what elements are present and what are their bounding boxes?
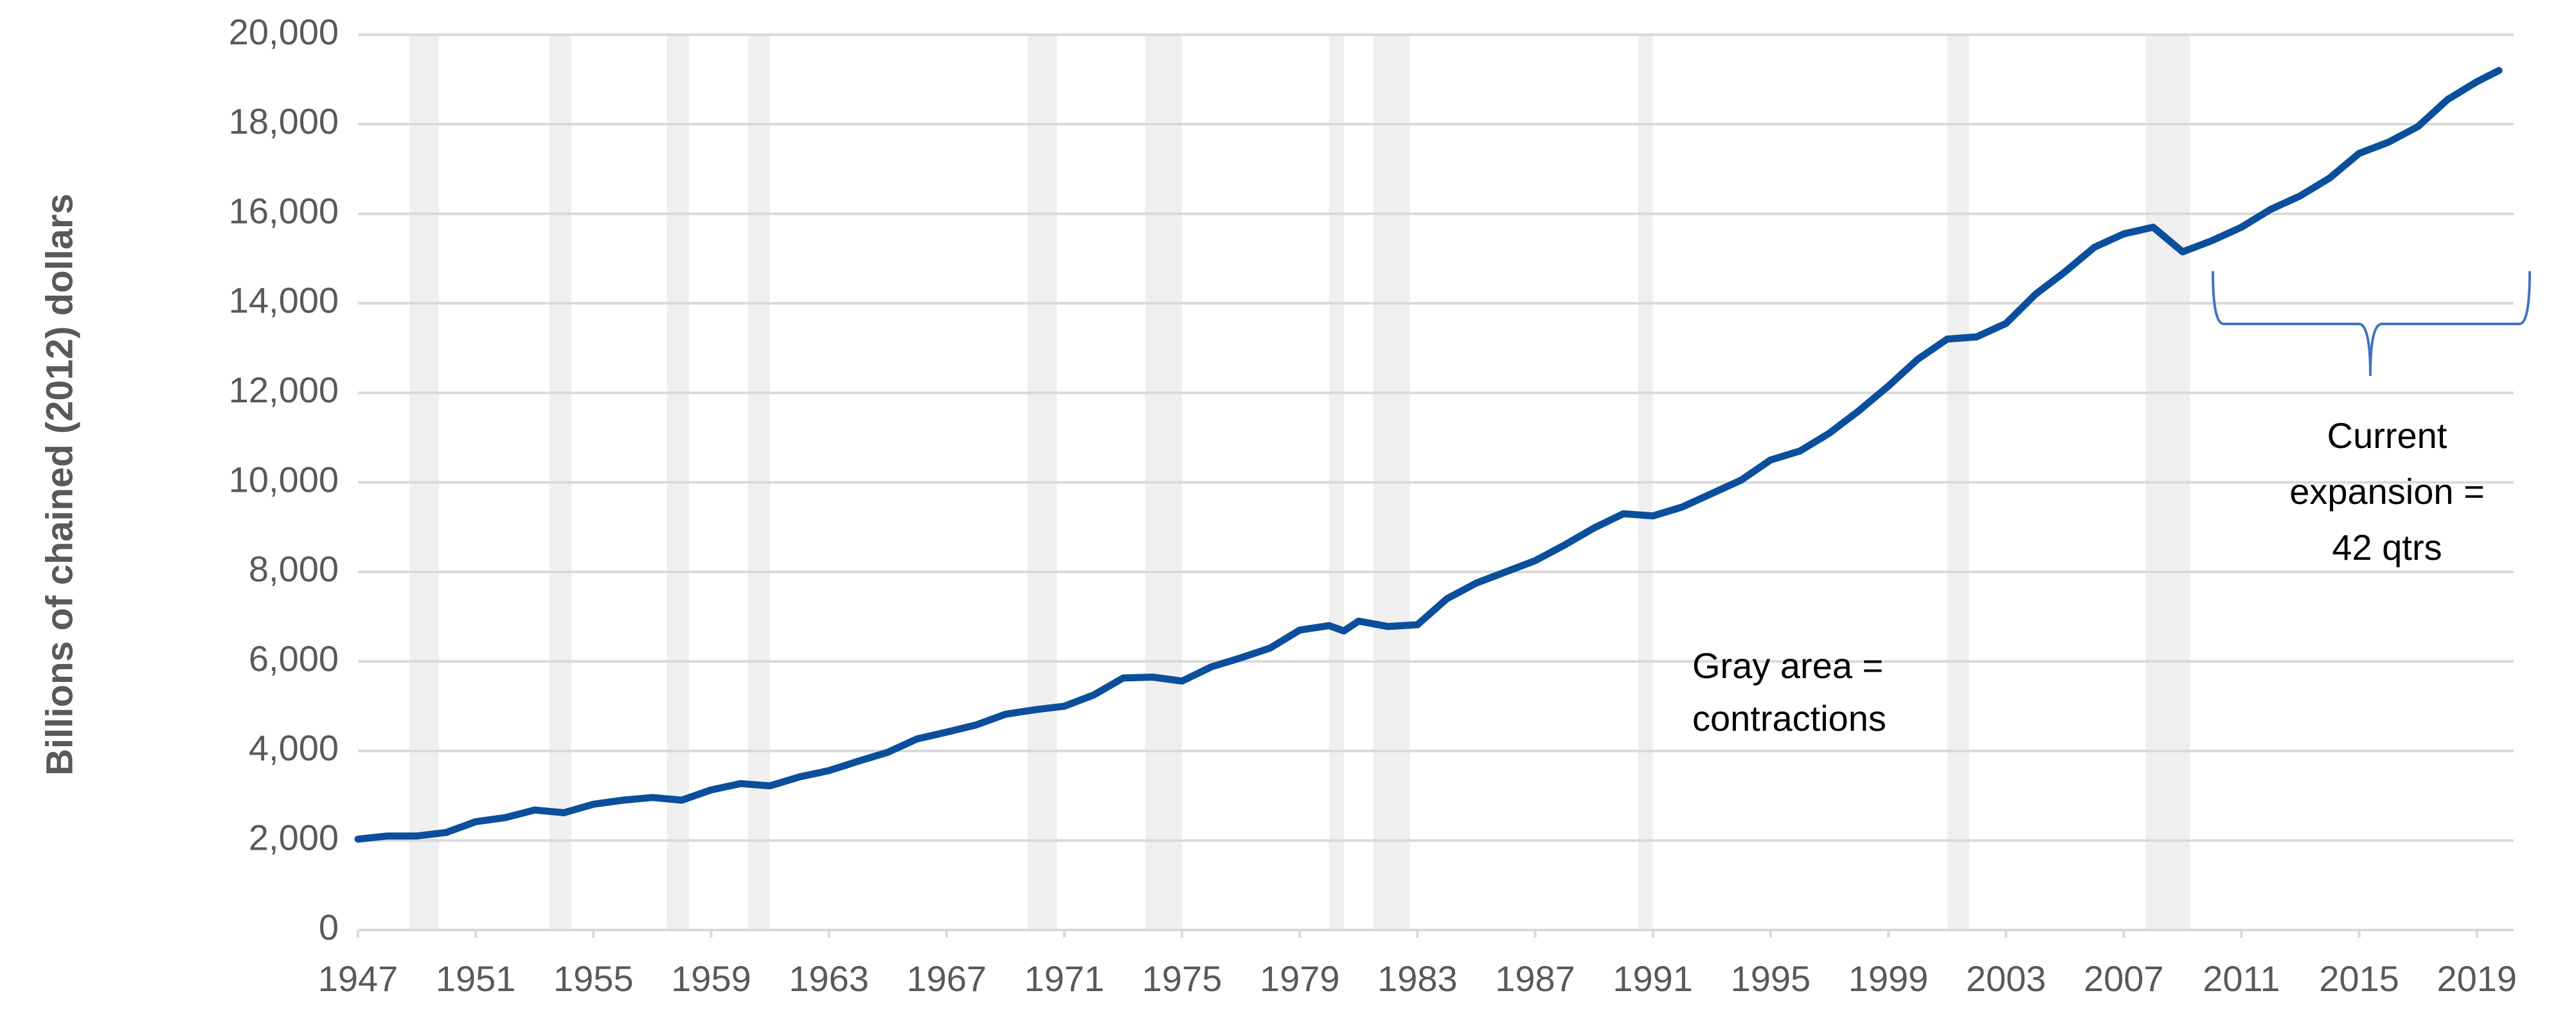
x-tick-label: 1967 bbox=[906, 958, 987, 999]
x-tick-label: 1987 bbox=[1495, 958, 1575, 999]
x-tick-label: 1971 bbox=[1024, 958, 1105, 999]
gdp-line bbox=[354, 67, 2503, 843]
x-tick-label: 2007 bbox=[2084, 958, 2164, 999]
x-tick-label: 1975 bbox=[1142, 958, 1222, 999]
y-tick-label: 18,000 bbox=[229, 101, 339, 141]
annotation: Current bbox=[2327, 415, 2447, 456]
annotation: expansion = bbox=[2289, 471, 2485, 512]
grid bbox=[358, 33, 2514, 931]
x-tick-label: 1999 bbox=[1848, 958, 1929, 999]
x-tick-label: 2015 bbox=[2319, 958, 2399, 999]
x-tick-label: 1995 bbox=[1731, 958, 1811, 999]
x-tick-label: 1979 bbox=[1260, 958, 1340, 999]
y-tick-label: 0 bbox=[319, 907, 339, 947]
x-tick-label: 1959 bbox=[671, 958, 751, 999]
x-tick-label: 1991 bbox=[1613, 958, 1693, 999]
x-tick-label: 1983 bbox=[1377, 958, 1458, 999]
y-tick-label: 10,000 bbox=[229, 459, 339, 499]
x-tick-label: 2011 bbox=[2203, 958, 2280, 999]
x-tick-label: 2019 bbox=[2437, 958, 2517, 999]
x-tick-label: 1951 bbox=[436, 958, 516, 999]
y-tick-label: 20,000 bbox=[229, 12, 339, 52]
annotation: 42 qtrs bbox=[2332, 527, 2442, 568]
x-tick-label: 1955 bbox=[553, 958, 634, 999]
x-tick-label: 2003 bbox=[1966, 958, 2046, 999]
y-tick-label: 2,000 bbox=[249, 817, 339, 857]
x-tick-label: 1947 bbox=[318, 958, 398, 999]
y-tick-label: 14,000 bbox=[229, 280, 339, 321]
y-tick-label: 4,000 bbox=[249, 728, 339, 768]
y-tick-label: 16,000 bbox=[229, 190, 339, 231]
brace bbox=[2212, 271, 2531, 377]
y-tick-label: 8,000 bbox=[249, 549, 339, 589]
y-tick-label: 6,000 bbox=[249, 638, 339, 679]
x-tick-label: 1963 bbox=[789, 958, 869, 999]
y-tick-label: 12,000 bbox=[229, 370, 339, 410]
annotation: Gray area = bbox=[1692, 645, 1883, 686]
annotation: contractions bbox=[1692, 698, 1886, 738]
y-axis-label: Billions of chained (2012) dollars bbox=[39, 193, 80, 776]
